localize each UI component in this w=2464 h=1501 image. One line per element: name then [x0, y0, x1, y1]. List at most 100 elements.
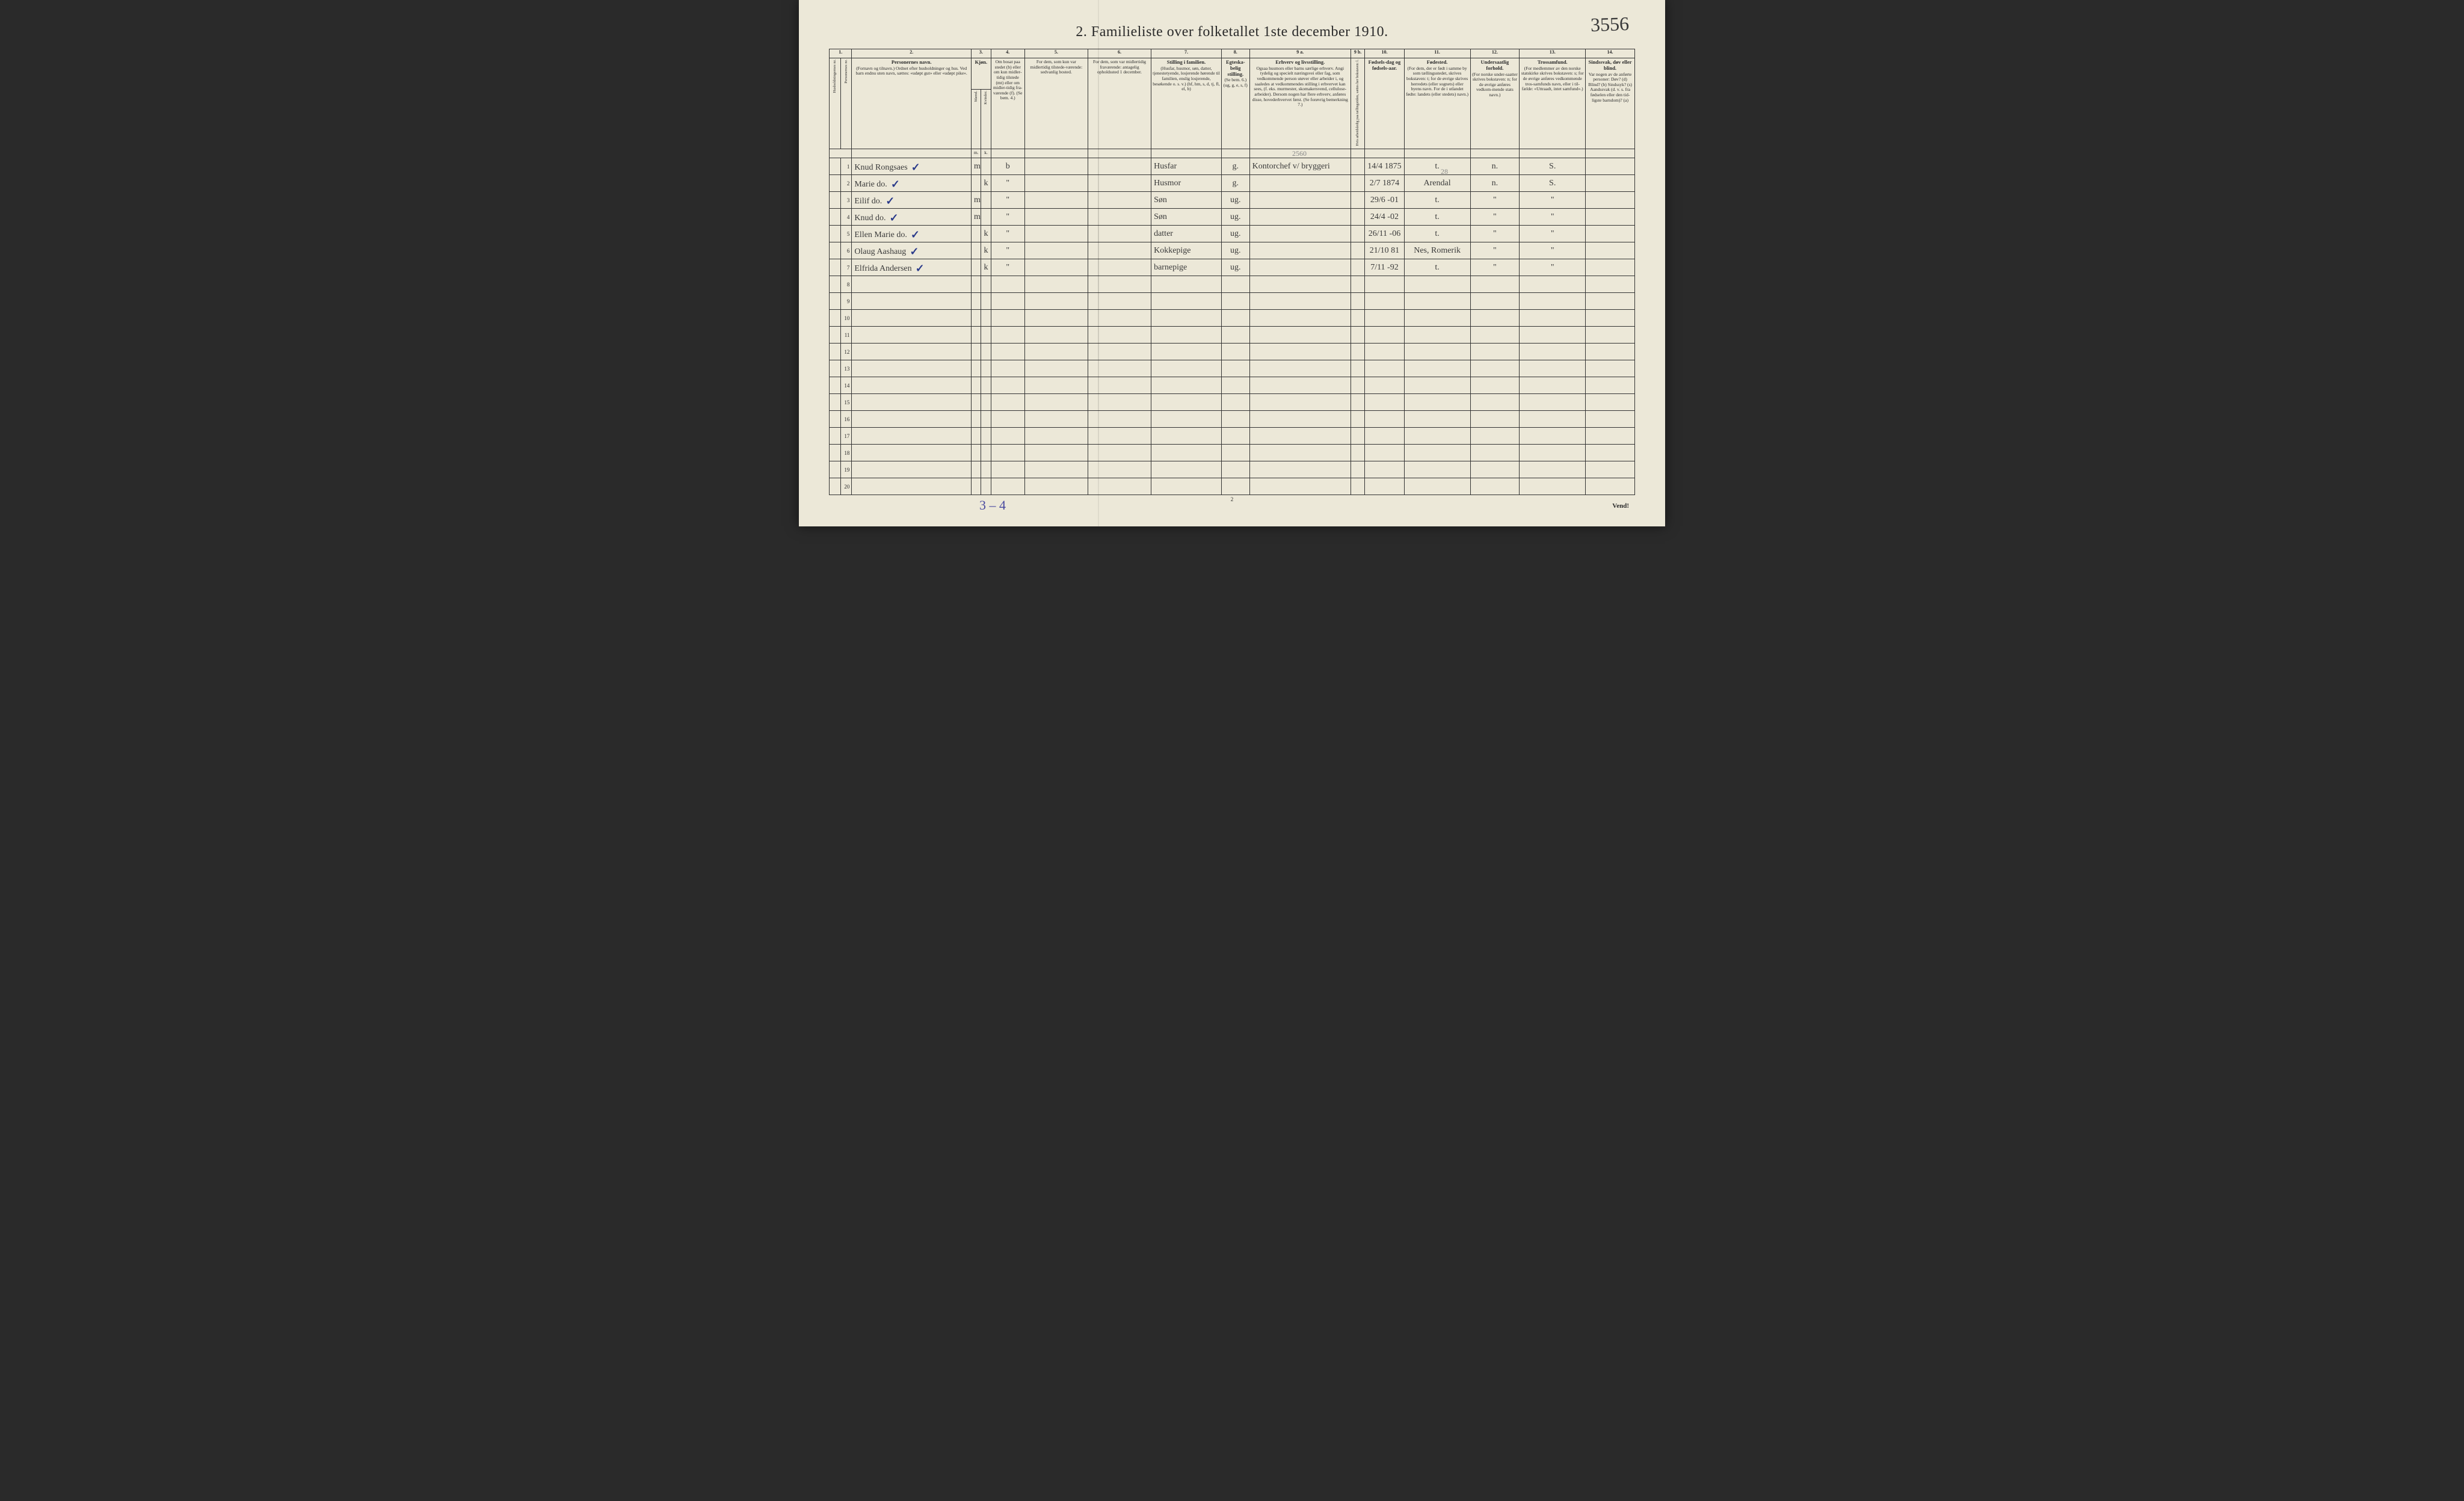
- temp-present-cell: [1024, 259, 1088, 276]
- citizenship-cell: [1470, 445, 1520, 461]
- colnum: 9 a.: [1249, 49, 1351, 58]
- religion-cell: ": [1520, 259, 1586, 276]
- marital-cell: [1221, 377, 1249, 394]
- marital-cell: [1221, 478, 1249, 495]
- household-nr-cell: [830, 327, 841, 344]
- occupation-cell: [1249, 310, 1351, 327]
- mk-label-row: m. k.: [830, 149, 1635, 158]
- colnum: 5.: [1024, 49, 1088, 58]
- colnum: 14.: [1586, 49, 1635, 58]
- residence-status-cell: ": [991, 226, 1024, 242]
- family-position-cell: [1151, 394, 1222, 411]
- religion-cell: ": [1520, 192, 1586, 209]
- person-nr-cell: 17: [840, 428, 852, 445]
- header-row: Husholdningernes nr. Personernes nr. Per…: [830, 58, 1635, 90]
- colnum: 12.: [1470, 49, 1520, 58]
- unemployed-cell: [1351, 461, 1364, 478]
- temp-present-cell: [1024, 327, 1088, 344]
- page-number: 2: [1231, 496, 1234, 502]
- birthplace-cell: [1404, 344, 1470, 360]
- marital-cell: ug.: [1221, 209, 1249, 226]
- male-cell: [972, 411, 981, 428]
- person-nr-cell: 4: [840, 209, 852, 226]
- name-cell: Ellen Marie do.✓: [852, 226, 972, 242]
- name-cell: [852, 276, 972, 293]
- family-position-cell: [1151, 360, 1222, 377]
- citizenship-cell: [1470, 293, 1520, 310]
- religion-cell: [1520, 310, 1586, 327]
- disability-cell: [1586, 158, 1635, 175]
- birthdate-cell: [1365, 377, 1404, 394]
- table-row: 20: [830, 478, 1635, 495]
- person-nr-cell: 3: [840, 192, 852, 209]
- disability-cell: [1586, 192, 1635, 209]
- residence-status-cell: [991, 360, 1024, 377]
- household-nr-cell: [830, 445, 841, 461]
- citizenship-cell: [1470, 411, 1520, 428]
- disability-cell: [1586, 175, 1635, 192]
- header-occupation: Erhverv og livsstilling.Ogsaa husmors el…: [1249, 58, 1351, 149]
- disability-cell: [1586, 310, 1635, 327]
- birthplace-cell: [1404, 394, 1470, 411]
- person-nr-cell: 11: [840, 327, 852, 344]
- unemployed-cell: [1351, 209, 1364, 226]
- household-nr-cell: [830, 276, 841, 293]
- birthplace-cell: Arendal: [1404, 175, 1470, 192]
- vend-label: Vend!: [1612, 502, 1629, 510]
- blank: [1151, 149, 1222, 158]
- name-cell: Eilif do.✓: [852, 192, 972, 209]
- religion-cell: S.: [1520, 158, 1586, 175]
- occupation-cell: [1249, 360, 1351, 377]
- female-cell: [981, 461, 991, 478]
- residence-status-cell: ": [991, 175, 1024, 192]
- check-mark-icon: ✓: [910, 245, 919, 258]
- table-row: 17: [830, 428, 1635, 445]
- citizenship-cell: [1470, 276, 1520, 293]
- birthplace-cell: t.: [1404, 158, 1470, 175]
- birthdate-cell: [1365, 293, 1404, 310]
- birthplace-cell: [1404, 445, 1470, 461]
- birthdate-cell: [1365, 344, 1404, 360]
- header-sex: Kjøn.: [972, 58, 991, 90]
- occupation-cell: [1249, 411, 1351, 428]
- blank: [1586, 149, 1635, 158]
- religion-cell: [1520, 276, 1586, 293]
- family-position-cell: Kokkepige: [1151, 242, 1222, 259]
- unemployed-cell: [1351, 175, 1364, 192]
- unemployed-cell: [1351, 445, 1364, 461]
- name-cell: [852, 428, 972, 445]
- occupation-cell: [1249, 478, 1351, 495]
- table-row: 7Elfrida Andersen✓k"barnepigeug.7/11 -92…: [830, 259, 1635, 276]
- temp-present-cell: [1024, 394, 1088, 411]
- header-female: Kvinder.: [981, 89, 991, 149]
- temp-present-cell: [1024, 242, 1088, 259]
- family-position-cell: [1151, 461, 1222, 478]
- birthdate-cell: [1365, 327, 1404, 344]
- table-row: 5Ellen Marie do.✓k"datterug.26/11 -06t."…: [830, 226, 1635, 242]
- table-row: 3Eilif do.✓m"Sønug.29/6 -01t."": [830, 192, 1635, 209]
- name-cell: [852, 310, 972, 327]
- unemployed-cell: [1351, 360, 1364, 377]
- temp-present-cell: [1024, 209, 1088, 226]
- birthdate-cell: [1365, 478, 1404, 495]
- check-mark-icon: ✓: [890, 212, 899, 224]
- occupation-cell: [1249, 242, 1351, 259]
- header-birthplace: Fødested.(For dem, der er født i samme b…: [1404, 58, 1470, 149]
- table-row: 2Marie do.✓k"Husmorg.2/7 1874Arendaln.S.: [830, 175, 1635, 192]
- family-position-cell: barnepige: [1151, 259, 1222, 276]
- residence-status-cell: [991, 478, 1024, 495]
- temp-present-cell: [1024, 360, 1088, 377]
- unemployed-cell: [1351, 158, 1364, 175]
- birthplace-cell: [1404, 293, 1470, 310]
- census-table: 1. 2. 3. 4. 5. 6. 7. 8. 9 a. 9 b. 10. 11…: [829, 49, 1635, 495]
- table-row: 16: [830, 411, 1635, 428]
- household-nr-cell: [830, 344, 841, 360]
- birthplace-cell: [1404, 327, 1470, 344]
- colnum: 9 b.: [1351, 49, 1364, 58]
- marital-cell: [1221, 428, 1249, 445]
- faint-annotation-28: 28: [1441, 167, 1448, 176]
- unemployed-cell: [1351, 192, 1364, 209]
- blank: [1351, 149, 1364, 158]
- temp-present-cell: [1024, 158, 1088, 175]
- household-nr-cell: [830, 428, 841, 445]
